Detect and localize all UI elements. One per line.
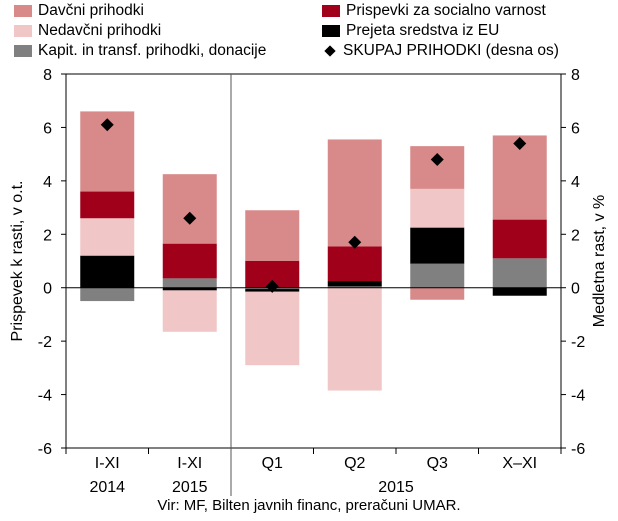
- legend-label-kapit: Kapit. in transf. prihodki, donacije: [38, 42, 267, 59]
- bar-segment: [162, 287, 217, 291]
- bar-segment: [492, 258, 547, 288]
- total-diamond-marker: [100, 118, 114, 132]
- bar-segment: [162, 290, 217, 332]
- legend-label-eu: Prejeta sredstva iz EU: [346, 22, 500, 39]
- legend-item-skupaj: SKUPAJ PRIHODKI (desna os): [322, 42, 559, 60]
- total-diamond-marker: [513, 136, 527, 150]
- bar-segment: [327, 286, 382, 288]
- bar-segment: [410, 263, 465, 288]
- bar-segment: [80, 255, 135, 288]
- bar-segment: [327, 139, 382, 247]
- x-category-label: Q3: [427, 455, 448, 472]
- x-category-label: X–XI: [502, 455, 537, 472]
- bar-segment: [327, 287, 382, 391]
- legend: Davčni prihodki Prispevki za socialno va…: [0, 0, 618, 62]
- bar-segment: [410, 146, 465, 189]
- legend-swatch-prispevki: [322, 5, 340, 17]
- y-right-tick-label: 2: [571, 227, 580, 244]
- legend-swatch-davcni: [14, 5, 32, 17]
- bar-segment: [410, 188, 465, 228]
- x-category-label: Q2: [344, 455, 365, 472]
- y-axis-title-left: Prispevek k rasti, v o.t.: [9, 181, 26, 342]
- total-diamond-marker: [430, 152, 444, 166]
- bar-segment: [492, 219, 547, 259]
- bar-segment: [162, 174, 217, 244]
- bar-segment: [80, 287, 135, 302]
- legend-label-nedavcni: Nedavčni prihodki: [38, 22, 162, 39]
- legend-label-prispevki: Prispevki za socialno varnost: [346, 2, 546, 19]
- y-right-tick-label: 8: [571, 67, 580, 84]
- legend-item-kapit: Kapit. in transf. prihodki, donacije: [14, 42, 266, 60]
- y-right-tick-label: -4: [571, 388, 585, 405]
- y-right-tick-label: -2: [571, 334, 585, 351]
- x-category-label: Q1: [262, 455, 283, 472]
- y-left-tick-label: 2: [43, 227, 52, 244]
- total-diamond-marker: [183, 211, 197, 225]
- y-left-tick-label: 6: [43, 120, 52, 137]
- bar-segment: [327, 281, 382, 287]
- bar-segment: [80, 218, 135, 256]
- legend-swatch-kapit: [14, 45, 32, 57]
- legend-swatch-nedavcni: [14, 25, 32, 37]
- x-group-label: 2014: [89, 479, 125, 496]
- legend-item-davcni: Davčni prihodki: [14, 2, 144, 20]
- y-left-tick-label: 0: [43, 281, 52, 298]
- total-diamond-marker: [348, 235, 362, 249]
- x-group-label: 2015: [172, 479, 208, 496]
- y-right-tick-label: -6: [571, 441, 585, 458]
- bar-segment: [327, 246, 382, 282]
- legend-label-davcni: Davčni prihodki: [38, 2, 144, 19]
- y-right-tick-label: 0: [571, 281, 580, 298]
- bar-segment: [410, 287, 465, 300]
- bar-segment: [410, 227, 465, 264]
- y-left-tick-label: -2: [38, 334, 52, 351]
- source-note: Vir: MF, Bilten javnih financ, preračuni…: [157, 497, 461, 514]
- bar-segment: [245, 291, 300, 366]
- bar-segment: [245, 210, 300, 261]
- bar-segment: [492, 287, 547, 296]
- y-axis-title-right: Medletna rast, v %: [591, 195, 608, 328]
- total-diamond-marker: [265, 279, 279, 293]
- x-category-label: I-XI: [177, 455, 202, 472]
- y-right-tick-label: 4: [571, 174, 580, 191]
- legend-item-prispevki: Prispevki za socialno varnost: [322, 2, 546, 20]
- legend-label-skupaj: SKUPAJ PRIHODKI (desna os): [343, 42, 559, 59]
- legend-item-nedavcni: Nedavčni prihodki: [14, 22, 161, 40]
- plot-frame: [65, 73, 562, 449]
- bar-segment: [80, 191, 135, 219]
- x-category-label: I-XI: [95, 455, 120, 472]
- bar-segment: [162, 243, 217, 279]
- y-left-tick-label: 4: [43, 174, 52, 191]
- y-left-tick-label: 8: [43, 67, 52, 84]
- x-group-label: 2015: [378, 479, 414, 496]
- y-left-tick-label: -6: [38, 441, 52, 458]
- bar-segment: [162, 278, 217, 288]
- y-right-tick-label: 6: [571, 120, 580, 137]
- legend-swatch-eu: [322, 25, 340, 37]
- legend-item-eu: Prejeta sredstva iz EU: [322, 22, 499, 40]
- y-left-tick-label: -4: [38, 388, 52, 405]
